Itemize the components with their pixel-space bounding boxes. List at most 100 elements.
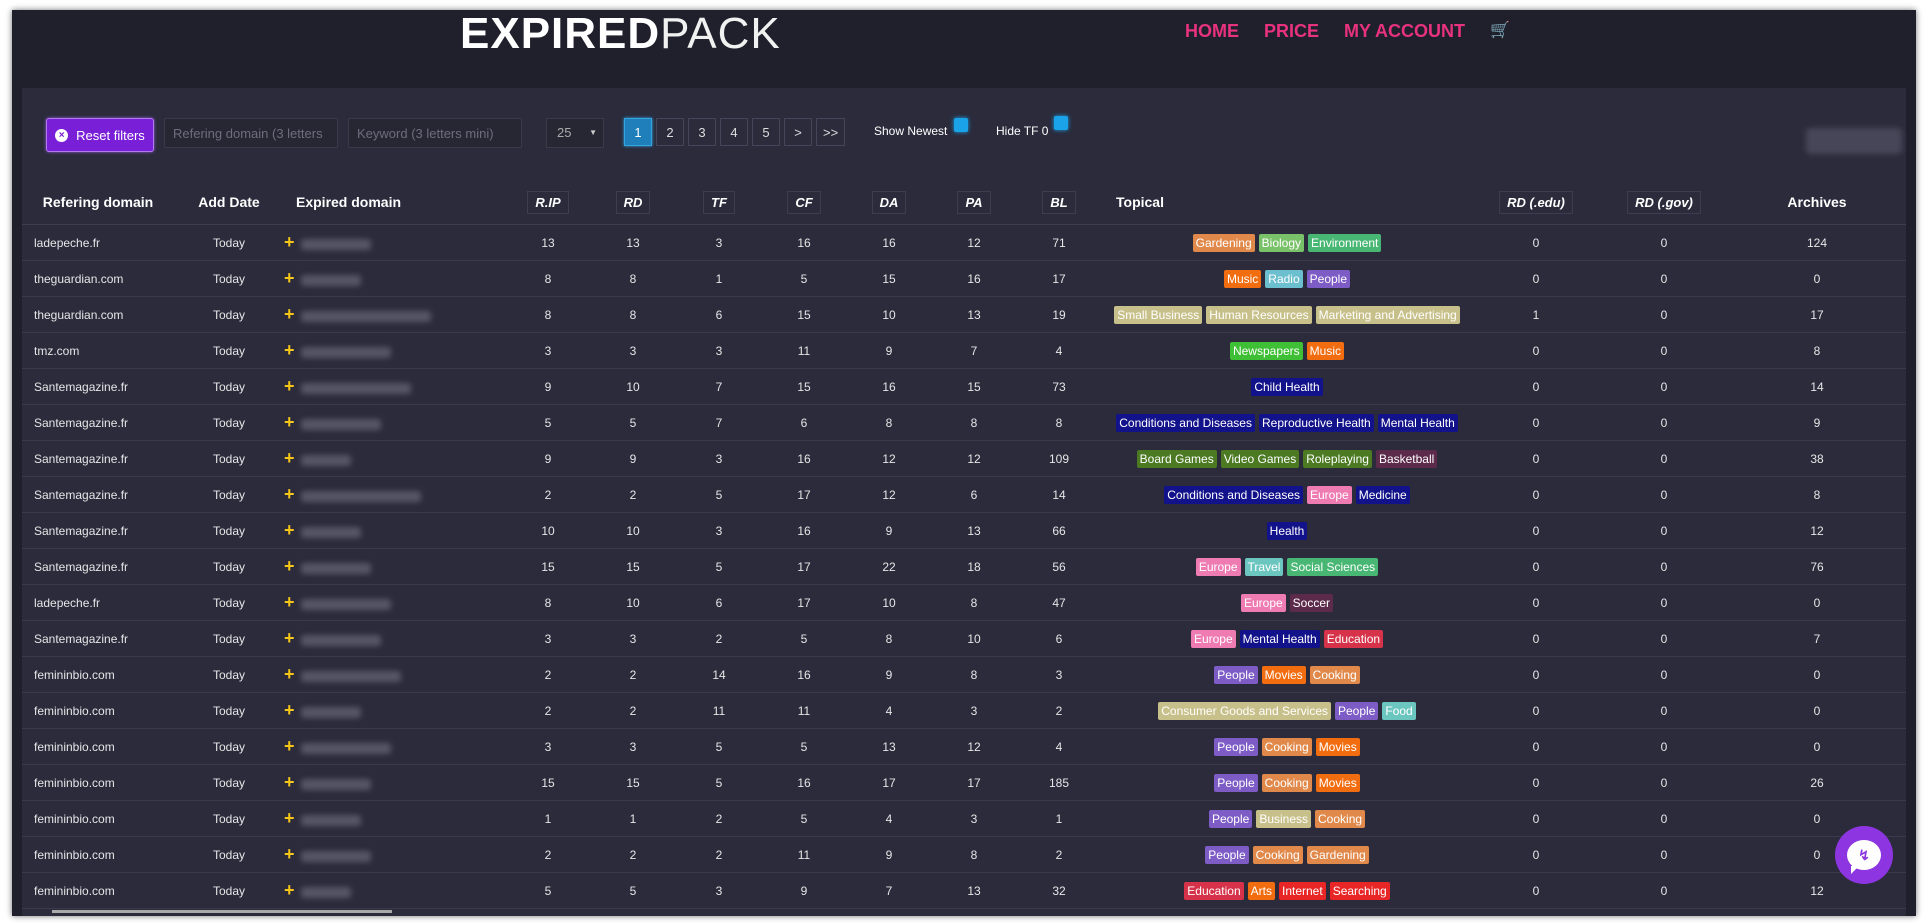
nav-my-account[interactable]: MY ACCOUNT (1344, 21, 1466, 41)
topic-tag[interactable]: Cooking (1315, 809, 1366, 828)
topic-tag[interactable]: Social Sciences (1287, 557, 1379, 576)
table-row[interactable]: Santemagazine.fr Today +5 5 7 6 8 8 8 Conditions … (22, 404, 1906, 441)
topic-tag[interactable]: Movies (1315, 737, 1360, 756)
topic-tag[interactable]: Movies (1315, 773, 1360, 792)
topic-tag[interactable]: People (1214, 773, 1258, 792)
topic-tag[interactable]: Music (1223, 269, 1262, 288)
topic-tag[interactable]: Europe (1195, 557, 1241, 576)
show-newest-toggle[interactable] (954, 118, 968, 132)
table-row[interactable]: Santemagazine.fr Today +10 10 3 16 9 13 66 Health… (22, 512, 1906, 549)
add-plus-icon[interactable]: + (284, 628, 295, 648)
nav-price[interactable]: PRICE (1264, 21, 1320, 41)
refering-domain-input[interactable] (164, 118, 338, 148)
topic-tag[interactable]: People (1208, 809, 1253, 828)
site-logo[interactable]: EXPIREDPACK (460, 10, 781, 58)
col-add-date[interactable]: Add Date (174, 180, 284, 225)
page-button[interactable]: >> (816, 118, 846, 146)
topic-tag[interactable]: Small Business (1114, 305, 1203, 324)
table-row[interactable]: femininbio.com Today +2 2 11 11 4 3 2 Consumer Go… (22, 692, 1906, 729)
topic-tag[interactable]: Internet (1278, 881, 1326, 900)
table-row[interactable]: femininbio.com Today +1 1 2 5 4 3 1 People Busines… (22, 800, 1906, 837)
topic-tag[interactable]: Cooking (1252, 845, 1303, 864)
topic-tag[interactable]: Marketing and Advertising (1315, 305, 1460, 324)
topic-tag[interactable]: Movies (1261, 665, 1306, 684)
topic-tag[interactable]: Roleplaying (1303, 449, 1372, 468)
topic-tag[interactable]: Conditions and Diseases (1116, 413, 1255, 432)
topic-tag[interactable]: Environment (1308, 233, 1382, 252)
table-row[interactable]: femininbio.com Today +2 2 2 11 9 8 2 People Cookin… (22, 836, 1906, 873)
col-archives[interactable]: Archives (1728, 180, 1906, 225)
add-plus-icon[interactable]: + (284, 592, 295, 612)
per-page-select[interactable]: 25 ▼ (546, 118, 604, 148)
topic-tag[interactable]: Travel (1244, 557, 1284, 576)
topic-tag[interactable]: People (1214, 665, 1258, 684)
col-rd[interactable]: RD (590, 180, 676, 225)
add-plus-icon[interactable]: + (284, 232, 295, 252)
col-tf[interactable]: TF (676, 180, 762, 225)
topic-tag[interactable]: Arts (1247, 881, 1275, 900)
topic-tag[interactable]: Board Games (1136, 449, 1217, 468)
horizontal-scrollbar[interactable] (52, 910, 392, 913)
nav-home[interactable]: HOME (1185, 21, 1239, 41)
topic-tag[interactable]: Food (1382, 701, 1416, 720)
reset-filters-button[interactable]: × Reset filters (46, 118, 154, 152)
topic-tag[interactable]: Europe (1307, 485, 1352, 504)
topic-tag[interactable]: Newspapers (1229, 341, 1303, 360)
add-plus-icon[interactable]: + (284, 700, 295, 720)
page-button[interactable]: 5 (752, 118, 780, 146)
topic-tag[interactable]: People (1335, 701, 1379, 720)
add-plus-icon[interactable]: + (284, 556, 295, 576)
add-plus-icon[interactable]: + (284, 844, 295, 864)
add-plus-icon[interactable]: + (284, 268, 295, 288)
col-rd-edu[interactable]: RD (.edu) (1472, 180, 1600, 225)
topic-tag[interactable]: Mental Health (1377, 413, 1458, 432)
table-row[interactable]: Santemagazine.fr Today +9 9 3 16 12 12 109 Board … (22, 440, 1906, 477)
topic-tag[interactable]: Education (1323, 629, 1384, 648)
table-row[interactable]: Santemagazine.fr Today +2 2 5 17 12 6 14 Conditio… (22, 476, 1906, 513)
table-row[interactable]: ladepeche.fr Today +8 10 6 17 10 8 47 Europe Socce… (22, 584, 1906, 621)
table-row[interactable]: femininbio.com Today +2 2 14 16 9 8 3 People Movie… (22, 656, 1906, 693)
add-plus-icon[interactable]: + (284, 484, 295, 504)
page-button[interactable]: > (784, 118, 812, 146)
col-refering-domain[interactable]: Refering domain (22, 180, 174, 225)
topic-tag[interactable]: Basketball (1375, 449, 1438, 468)
col-rip[interactable]: R.IP (506, 180, 590, 225)
col-cf[interactable]: CF (762, 180, 846, 225)
topic-tag[interactable]: Cooking (1261, 737, 1312, 756)
topic-tag[interactable]: Europe (1190, 629, 1236, 648)
col-da[interactable]: DA (846, 180, 932, 225)
topic-tag[interactable]: Health (1266, 521, 1308, 540)
table-row[interactable]: Santemagazine.fr Today +9 10 7 15 16 15 73 Child … (22, 368, 1906, 405)
table-row[interactable]: theguardian.com Today +8 8 6 15 10 13 19 Small Bu… (22, 296, 1906, 333)
table-row[interactable]: Santemagazine.fr Today +3 3 2 5 8 10 6 Europe Ment… (22, 620, 1906, 657)
cart-icon[interactable]: 🛒 (1490, 22, 1510, 39)
topic-tag[interactable]: Biology (1258, 233, 1305, 252)
page-button[interactable]: 4 (720, 118, 748, 146)
topic-tag[interactable]: Soccer (1289, 593, 1334, 612)
table-row[interactable]: femininbio.com Today +3 3 5 5 13 12 4 People Cooki… (22, 728, 1906, 765)
col-expired-domain[interactable]: Expired domain (284, 180, 506, 225)
topic-tag[interactable]: Radio (1265, 269, 1303, 288)
topic-tag[interactable]: Cooking (1261, 773, 1312, 792)
page-button[interactable]: 1 (624, 118, 652, 146)
topic-tag[interactable]: Consumer Goods and Services (1158, 701, 1331, 720)
add-plus-icon[interactable]: + (284, 412, 295, 432)
add-plus-icon[interactable]: + (284, 520, 295, 540)
topic-tag[interactable]: Searching (1329, 881, 1390, 900)
table-row[interactable]: Santemagazine.fr Today +15 15 5 17 22 18 56 Europ… (22, 548, 1906, 585)
messenger-chat-button[interactable]: ↯ (1835, 826, 1893, 884)
topic-tag[interactable]: People (1205, 845, 1249, 864)
table-row[interactable]: femininbio.com Today +5 5 3 9 7 13 32 Education Ar… (22, 872, 1906, 909)
topic-tag[interactable]: Cooking (1309, 665, 1360, 684)
topic-tag[interactable]: Reproductive Health (1258, 413, 1374, 432)
topic-tag[interactable]: Mental Health (1239, 629, 1320, 648)
topic-tag[interactable]: Gardening (1306, 845, 1369, 864)
add-plus-icon[interactable]: + (284, 736, 295, 756)
table-row[interactable]: tmz.com Today +3 3 3 11 9 7 4 Newspapers Music 0 0 8 (22, 332, 1906, 369)
add-plus-icon[interactable]: + (284, 448, 295, 468)
topic-tag[interactable]: Europe (1240, 593, 1286, 612)
topic-tag[interactable]: Medicine (1355, 485, 1410, 504)
keyword-input[interactable] (348, 118, 522, 148)
topic-tag[interactable]: People (1306, 269, 1351, 288)
col-bl[interactable]: BL (1016, 180, 1102, 225)
